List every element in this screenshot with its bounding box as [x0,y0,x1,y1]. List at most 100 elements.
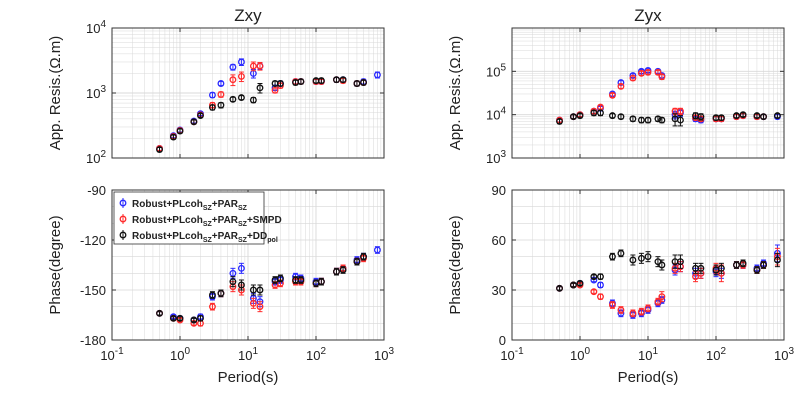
legend-label: Robust+PLcohSZ+PARSZ [132,199,248,212]
data-point [317,278,325,286]
data-point [617,82,625,90]
data-point [197,314,204,322]
data-point [569,113,577,121]
data-point [753,112,761,120]
panel-title: Zxy [234,6,262,25]
x-tick-label: 100 [170,346,190,363]
data-point [590,288,598,296]
y-axis-title: Phase(degree) [47,215,64,314]
data-point [658,116,666,124]
data-point [629,74,637,82]
data-point [297,78,305,86]
y-tick-label: 104 [86,19,106,36]
data-point [256,286,264,294]
data-point [271,86,279,94]
data-point [753,266,761,274]
data-point [249,96,257,104]
y-tick-label: -150 [80,283,106,298]
y-axis-title: App. Resis.(Ω.m) [447,36,464,151]
data-point [229,63,237,71]
data-point [608,91,616,99]
y-tick-label: 103 [486,149,506,166]
data-point [176,127,184,135]
data-point [697,113,705,121]
data-point [692,273,699,281]
data-point [654,115,662,123]
legend: Robust+PLcohSZ+PARSZ Robust+PLcohSZ+PARSZ… [113,191,282,245]
data-point [353,258,361,266]
data-point [739,111,747,119]
zxy_res-grid [111,28,384,159]
data-point [190,316,198,324]
data-point [156,309,163,317]
y-tick-label: 103 [86,84,106,101]
data-point [237,281,245,289]
data-point [208,91,216,99]
data-point [697,264,705,272]
data-point [773,112,781,120]
data-point [229,269,237,277]
data-point [169,314,177,322]
legend-marker [119,199,127,207]
data-point [676,107,684,115]
data-point [637,254,645,262]
x-tick-label: 103 [774,346,794,363]
legend-label: Robust+PLcohSZ+PARSZ+SMPD [132,215,282,228]
x-tick-label: 102 [306,346,326,363]
zyx_phase-panel: Phase(degree) Period(s) [447,189,785,386]
data-point [637,116,645,124]
data-point [353,80,361,87]
series-robust_pl_par_dd [156,76,367,153]
data-point [658,73,666,81]
data-point [276,80,284,87]
data-point [608,253,616,261]
y-axis-title: App. Resis.(Ω.m) [47,36,64,151]
data-point [644,116,652,124]
y-tick-label: 90 [492,183,506,198]
data-point [597,109,604,117]
series-robust_pl_par_dd [556,249,781,292]
legend-entry: Robust+PLcohSZ+PARSZ+SMPD [119,214,282,228]
y-tick-label: -120 [80,233,106,248]
data-point [576,279,584,287]
legend-box [113,191,265,245]
data-point [733,112,740,120]
data-point [760,113,767,121]
data-point [317,77,325,85]
x-tick-label: 101 [638,346,658,363]
data-point [276,274,284,282]
data-point [339,266,347,274]
series-robust_pl_par_dd [156,252,367,324]
data-point [237,58,245,66]
y-tick-label: 0 [499,333,506,348]
data-point [360,79,367,86]
data-point [654,258,662,266]
data-point [217,101,225,109]
data-point [333,268,340,276]
data-point [237,72,245,80]
legend-entry: Robust+PLcohSZ+PARSZ [119,198,248,212]
zyx_res-panel: Zyx App. Resis.(Ω.m) [447,6,785,159]
data-point [590,273,598,281]
data-point [629,256,637,264]
data-point [717,114,725,122]
x-tick-label: 10-1 [500,346,524,363]
data-point [373,71,381,79]
data-point [597,273,604,281]
y-axis-title: Phase(degree) [447,215,464,314]
data-point [229,278,237,286]
legend-marker [119,231,127,239]
data-point [608,112,616,120]
y-tick-label: 60 [492,233,506,248]
data-point [256,303,264,311]
data-point [644,304,652,312]
data-point [629,115,637,123]
data-point [297,276,305,284]
legend-label: Robust+PLcohSZ+PARSZ+DDpol [132,231,278,244]
data-point [629,309,637,317]
data-point [256,84,264,92]
data-point [217,80,225,87]
data-point [637,69,645,77]
data-point [773,256,781,264]
